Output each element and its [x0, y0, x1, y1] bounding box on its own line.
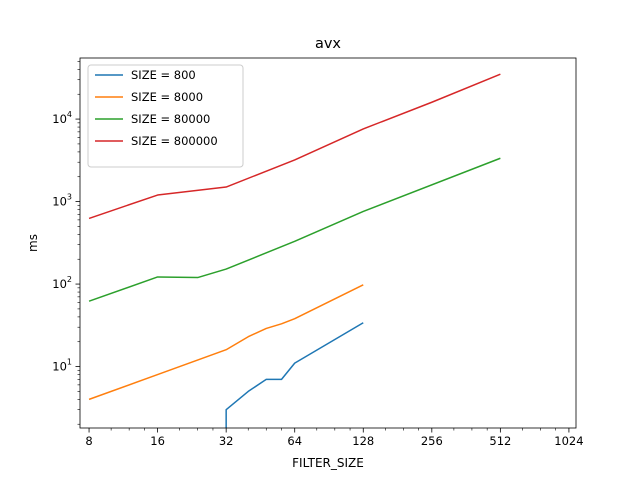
- x-tick-label: 16: [150, 434, 165, 448]
- series-line-1: [88, 284, 364, 401]
- legend-entry: SIZE = 80000: [131, 112, 210, 126]
- axes-frame: [79, 57, 577, 429]
- y-axis-label: ms: [26, 234, 40, 252]
- series-line-2: [88, 157, 501, 302]
- legend: SIZE = 800 SIZE = 8000 SIZE = 80000 SIZE = …: [87, 64, 244, 168]
- chart-title: avx: [315, 36, 341, 52]
- x-axis: 8 16 32 64 128 256 512 1024: [85, 428, 584, 448]
- legend-box: [87, 64, 244, 168]
- legend-entry: SIZE = 800: [131, 68, 196, 82]
- x-tick-label: 32: [219, 434, 234, 448]
- series-line-3: [88, 73, 501, 220]
- x-tick-label: 256: [421, 434, 443, 448]
- legend-entry: SIZE = 800000: [131, 134, 218, 148]
- x-tick-label: 512: [489, 434, 511, 448]
- series-line-0: [225, 322, 364, 428]
- x-tick-label: 128: [352, 434, 374, 448]
- x-tick-label: 64: [287, 434, 302, 448]
- legend-entry: SIZE = 8000: [131, 90, 203, 104]
- x-tick-label: 1024: [554, 434, 583, 448]
- x-tick-label: 8: [85, 434, 92, 448]
- series-layer: [88, 73, 501, 428]
- x-axis-label: FILTER_SIZE: [292, 456, 364, 470]
